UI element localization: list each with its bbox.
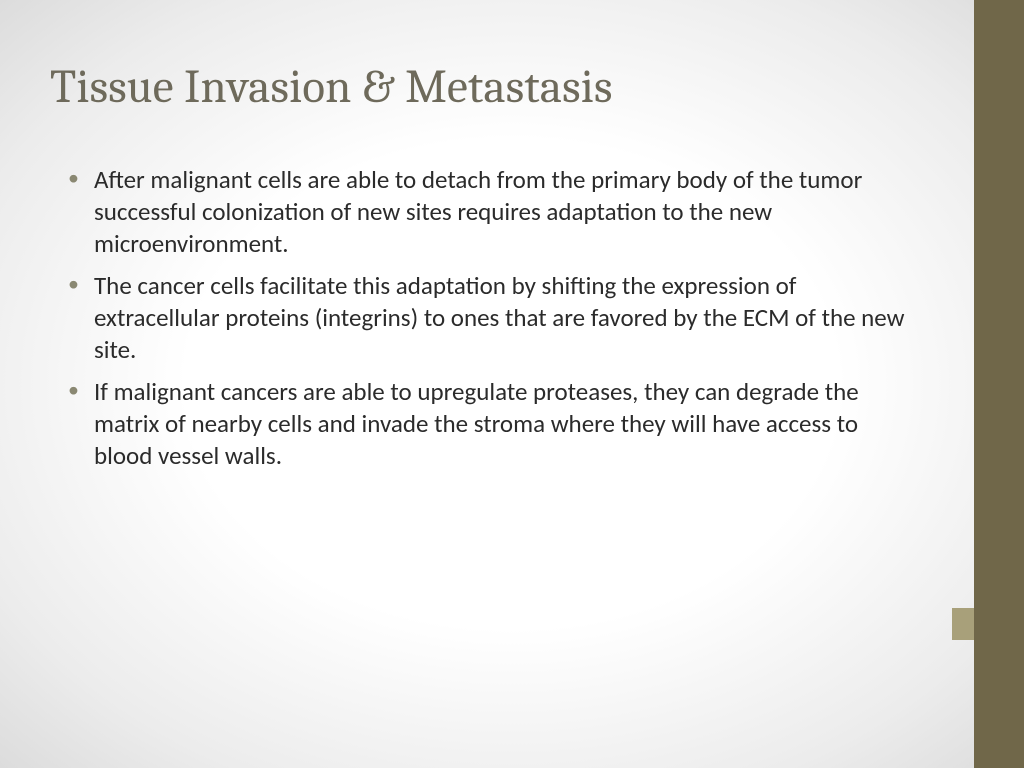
bullet-item: After malignant cells are able to detach…: [94, 164, 914, 260]
bullet-item: If malignant cancers are able to upregul…: [94, 376, 914, 472]
bullet-item: The cancer cells facilitate this adaptat…: [94, 270, 914, 366]
slide-title: Tissue Invasion & Metastasis: [50, 60, 914, 114]
slide-content: Tissue Invasion & Metastasis After malig…: [50, 60, 914, 482]
bullet-list: After malignant cells are able to detach…: [50, 164, 914, 472]
sidebar-accent-stripe: [952, 608, 974, 640]
sidebar-main-stripe: [974, 0, 1024, 768]
